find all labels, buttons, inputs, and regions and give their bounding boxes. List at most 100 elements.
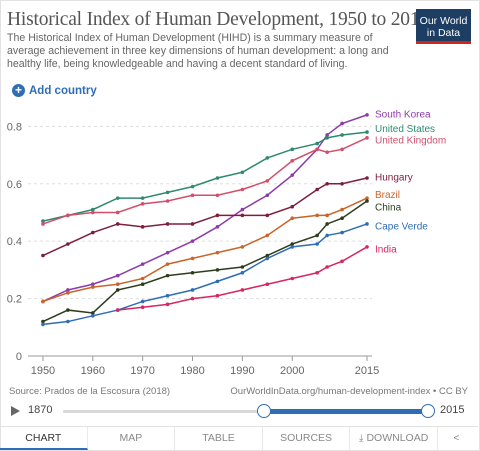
data-point [240,288,245,292]
data-point [325,136,329,140]
data-point [265,213,270,218]
data-point [365,199,369,203]
y-tick-label: 0 [16,351,22,363]
chart-subtitle: The Historical Index of Human Developmen… [7,32,389,70]
data-point [340,181,344,186]
data-point [365,222,369,226]
data-point [290,245,295,249]
series-label: Hungary [375,173,413,184]
data-point [190,193,195,198]
data-point [240,207,245,212]
data-point [165,302,170,307]
series-label: India [375,244,397,255]
data-point [325,133,329,137]
logo-line-2: in Data [426,26,461,39]
data-point [190,222,195,226]
data-point [315,233,319,238]
series-line [42,223,368,326]
timeline: 1870 2015 [0,400,478,422]
data-point [66,213,70,218]
data-point [215,193,220,198]
series-line [42,137,368,225]
data-point [66,308,70,312]
source-note[interactable]: Source: Prados de la Escosura (2018) [9,386,171,397]
chart-title: Historical Index of Human Development, 1… [7,9,429,30]
timeline-end-handle[interactable] [421,404,435,418]
tab-map[interactable]: MAP [88,427,176,450]
data-point [66,288,70,292]
data-point [365,245,369,249]
y-tick-label: 0.4 [7,236,22,248]
data-point [41,222,45,226]
data-point [165,199,170,203]
series-line [117,246,368,311]
series-line [42,131,368,222]
data-point [115,210,120,215]
data-point [240,170,245,175]
data-point [325,181,329,186]
data-point [265,282,270,287]
data-point [265,256,270,261]
x-tick-label: 1970 [130,365,154,377]
data-point [240,245,245,249]
add-country-label: Add country [29,84,97,97]
tab-download-label: DOWNLOAD [366,432,429,444]
plus-circle-icon: + [12,84,25,97]
data-point [215,213,220,218]
download-icon: ⤓ [359,433,364,444]
data-point [140,196,145,200]
data-point [115,288,120,292]
series-label: United States [375,124,435,135]
tab-table[interactable]: TABLE [175,427,263,450]
source-url[interactable]: OurWorldInData.org/human-development-ind… [230,386,468,397]
data-point [91,285,95,289]
data-point [290,216,295,221]
data-point [290,242,295,246]
data-point [340,230,344,235]
data-point [325,233,329,238]
data-point [140,305,145,310]
data-point [265,233,270,238]
data-point [66,291,70,295]
data-point [315,242,319,246]
play-icon[interactable] [11,406,20,416]
data-point [140,299,145,304]
data-point [190,256,195,261]
data-point [325,150,329,154]
data-point [265,193,270,198]
timeline-start-handle[interactable] [257,404,271,418]
data-point [115,273,120,278]
data-point [365,176,369,180]
x-tick-label: 1990 [230,365,254,377]
data-point [315,141,319,146]
data-point [340,259,344,264]
data-point [140,262,145,266]
series-label: Brazil [375,190,400,201]
x-tick-label: 2000 [280,365,304,377]
tab-download[interactable]: ⤓ DOWNLOAD [350,427,438,450]
timeline-end-label: 2015 [440,404,465,416]
data-point [340,216,344,221]
data-point [240,270,245,275]
data-point [165,250,170,255]
data-point [91,311,95,315]
data-point [41,219,45,223]
tab-sources[interactable]: SOURCES [263,427,351,450]
data-point [215,225,220,229]
tab-chart[interactable]: CHART [0,427,88,450]
data-point [265,253,270,258]
data-point [165,190,170,195]
data-point [265,179,270,183]
data-point [365,113,369,117]
share-button[interactable]: < [438,427,478,450]
y-tick-label: 0.6 [7,179,22,191]
data-point [190,288,195,292]
data-point [115,282,120,287]
timeline-track[interactable] [63,410,428,413]
data-point [140,276,145,281]
data-point [165,222,170,226]
add-country-button[interactable]: + Add country [12,84,97,97]
owid-logo[interactable]: Our World in Data [416,9,471,44]
series-label: China [375,203,402,214]
